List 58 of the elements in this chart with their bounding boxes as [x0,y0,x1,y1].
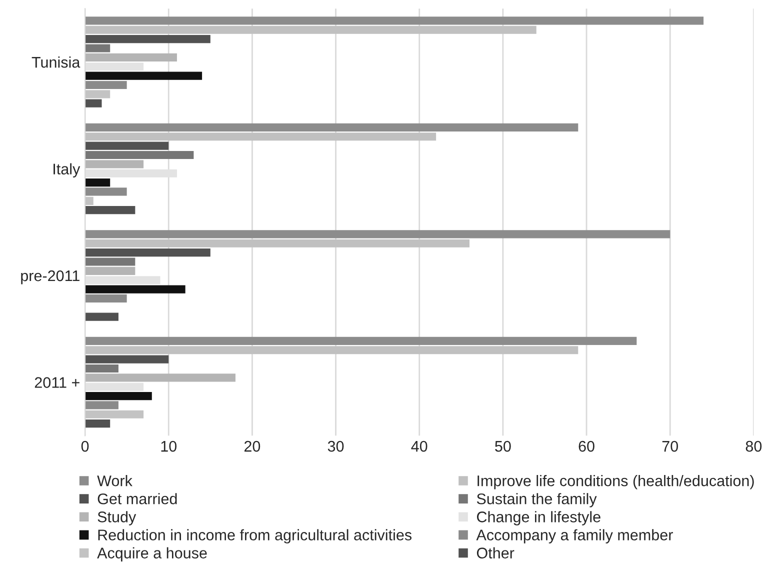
bar [85,160,144,168]
bar [85,420,110,428]
bar [85,44,110,52]
bar [85,374,236,382]
y-tick-label: pre-2011 [21,270,80,284]
legend-label: Work [97,475,132,486]
y-tick-label: Tunisia [32,56,80,68]
bar [85,248,210,257]
bar [85,35,210,44]
legend-label: Sustain the family [476,493,597,508]
bar [85,239,470,248]
bar [85,188,127,196]
bar [85,206,136,214]
bar [85,53,177,62]
legend-label: Other [476,547,514,558]
bar [85,123,578,132]
legend-label: Change in lifestyle [477,511,600,526]
y-tick-label: Italy [54,163,80,178]
x-tick-label: 60 [578,440,594,452]
bar [85,16,704,25]
bar [85,72,202,80]
bar [85,410,144,418]
bar [85,99,102,108]
x-tick-label: 40 [411,440,428,452]
legend-label: Acquire a house [97,547,207,562]
bar [85,364,118,373]
x-tick-label: 80 [746,440,762,452]
bar [85,142,169,150]
bar [85,266,136,275]
bar [85,150,194,160]
bar [85,178,110,187]
bar [85,285,186,294]
bar [85,258,136,266]
bar [85,401,118,410]
x-tick-label: 70 [662,440,678,452]
bar [85,392,152,400]
x-tick-label: 20 [244,440,260,452]
bar [85,80,127,90]
bar [85,355,169,364]
x-tick-label: 10 [161,440,177,452]
legend-label: Reduction in income from agricultural activities [98,529,412,544]
bar [85,230,670,238]
legend-label: Improve life conditions (health/education) [478,475,754,490]
x-tick-label: 30 [328,440,344,452]
y-tick-label: 2011 + [34,377,80,388]
bar [85,346,578,354]
legend-label: Get married [98,493,177,504]
bar [85,90,110,98]
legend-label: Accompany a family member [476,529,673,544]
bar [85,132,436,141]
bar [85,26,536,34]
legend-label: Study [98,511,136,526]
x-tick-label: 0 [81,440,89,452]
bar [85,294,127,303]
bar [85,312,118,321]
bar [85,196,94,205]
bar [85,336,637,345]
x-tick-label: 50 [495,440,511,452]
